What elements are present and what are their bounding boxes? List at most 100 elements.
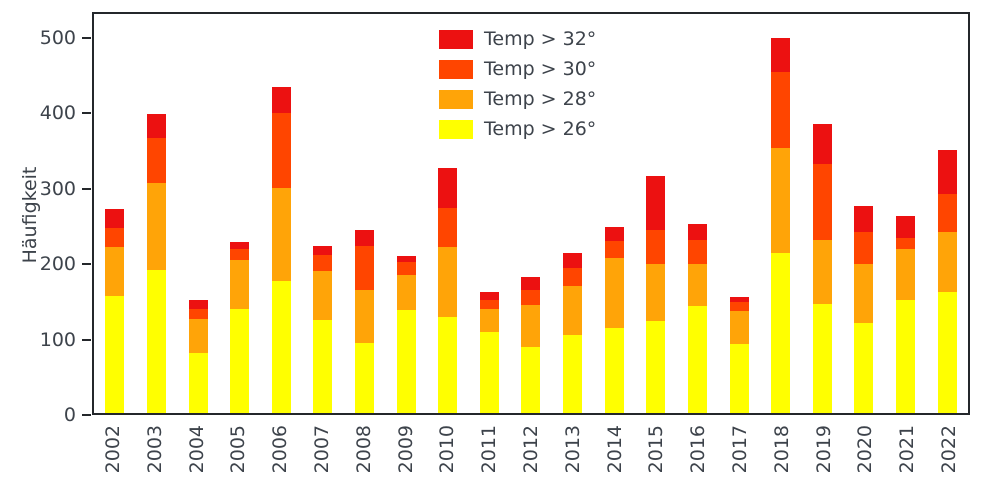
bar-segment	[438, 167, 458, 208]
bar-slot	[552, 14, 594, 413]
legend-swatch	[439, 59, 473, 79]
bar-segment	[521, 347, 541, 413]
bar-segment	[896, 216, 916, 239]
bar-segment	[687, 223, 707, 240]
x-tick-slot: 2003	[134, 419, 176, 497]
y-tick-label: 300	[39, 177, 76, 200]
bar-slot	[385, 14, 427, 413]
bar-2004	[188, 299, 208, 413]
bar-segment	[937, 232, 957, 293]
bar-segment	[355, 229, 375, 246]
x-tick-label: 2021	[896, 425, 919, 474]
legend-entry: Temp > 32°	[439, 28, 596, 50]
bar-segment	[812, 239, 832, 304]
bar-segment	[105, 296, 125, 413]
bar-segment	[604, 258, 624, 328]
bar-segment	[146, 183, 166, 270]
bar-segment	[271, 87, 291, 113]
legend-swatch	[439, 89, 473, 109]
bar-slot	[635, 14, 677, 413]
x-tick-label: 2003	[143, 425, 166, 474]
bar-segment	[146, 269, 166, 413]
legend-entry: Temp > 30°	[439, 58, 596, 80]
bar-segment	[771, 38, 791, 73]
bar-segment	[604, 327, 624, 413]
bar-segment	[146, 137, 166, 184]
bar-slot	[427, 14, 469, 413]
bar-slot	[94, 14, 136, 413]
bar-segment	[646, 321, 666, 413]
x-tick-label: 2019	[812, 425, 835, 474]
y-tick-mark	[82, 414, 91, 416]
bar-segment	[729, 311, 749, 344]
bar-segment	[479, 332, 499, 413]
bar-segment	[854, 263, 874, 323]
x-tick-label: 2008	[352, 425, 375, 474]
x-tick-label: 2018	[770, 425, 793, 474]
bar-2020	[854, 205, 874, 413]
x-tick-label: 2002	[101, 425, 124, 474]
bar-2022	[937, 149, 957, 413]
bar-segment	[188, 352, 208, 413]
bar-segment	[812, 124, 832, 165]
x-tick-slot: 2011	[468, 419, 510, 497]
bar-segment	[479, 308, 499, 333]
x-tick-label: 2006	[269, 425, 292, 474]
bar-segment	[479, 299, 499, 309]
x-tick-slot: 2020	[845, 419, 887, 497]
y-tick-label: 0	[63, 404, 76, 426]
bar-2003	[146, 113, 166, 413]
bar-2009	[396, 256, 416, 413]
bar-slot	[302, 14, 344, 413]
bar-segment	[854, 232, 874, 264]
x-tick-label: 2012	[519, 425, 542, 474]
y-tick-mark	[82, 37, 91, 39]
bar-slot	[593, 14, 635, 413]
bar-segment	[687, 305, 707, 413]
x-tick-slot: 2022	[928, 419, 970, 497]
bar-slot	[177, 14, 219, 413]
bar-2011	[479, 292, 499, 413]
x-tick-label: 2015	[645, 425, 668, 474]
y-tick-label: 100	[39, 328, 76, 351]
bar-segment	[771, 72, 791, 148]
bar-2008	[355, 229, 375, 413]
bar-segment	[646, 229, 666, 264]
x-tick-label: 2014	[603, 425, 626, 474]
x-tick-slot: 2012	[510, 419, 552, 497]
bar-segment	[355, 290, 375, 343]
bar-2013	[563, 253, 583, 413]
bar-segment	[230, 248, 250, 260]
y-tick-label: 500	[39, 27, 76, 49]
bar-segment	[396, 262, 416, 276]
bar-segment	[646, 263, 666, 322]
y-axis-label: Häufigkeit	[19, 166, 41, 264]
bar-2010	[438, 167, 458, 413]
bar-segment	[105, 228, 125, 248]
bar-segment	[563, 286, 583, 336]
bar-segment	[355, 342, 375, 413]
bar-segment	[105, 247, 125, 297]
y-tick-mark	[82, 263, 91, 266]
bar-segment	[521, 290, 541, 306]
bar-segment	[687, 264, 707, 306]
x-tick-slot: 2013	[552, 419, 594, 497]
legend-swatch	[439, 119, 473, 139]
x-tick-slot: 2021	[886, 419, 928, 497]
x-tick-slot: 2004	[176, 419, 218, 497]
bar-slot	[926, 14, 968, 413]
bar-segment	[230, 241, 250, 249]
bar-slot	[802, 14, 844, 413]
bar-segment	[521, 277, 541, 291]
bar-slot	[469, 14, 511, 413]
legend-label: Temp > 28°	[484, 88, 597, 110]
legend-entry: Temp > 26°	[439, 118, 596, 140]
x-tick-slot: 2015	[636, 419, 678, 497]
bar-segment	[771, 253, 791, 413]
bar-segment	[937, 194, 957, 233]
bar-segment	[146, 113, 166, 138]
legend-label: Temp > 30°	[484, 58, 597, 80]
x-tick-label: 2005	[227, 425, 250, 474]
legend-label: Temp > 32°	[484, 28, 597, 50]
x-tick-slot: 2005	[217, 419, 259, 497]
